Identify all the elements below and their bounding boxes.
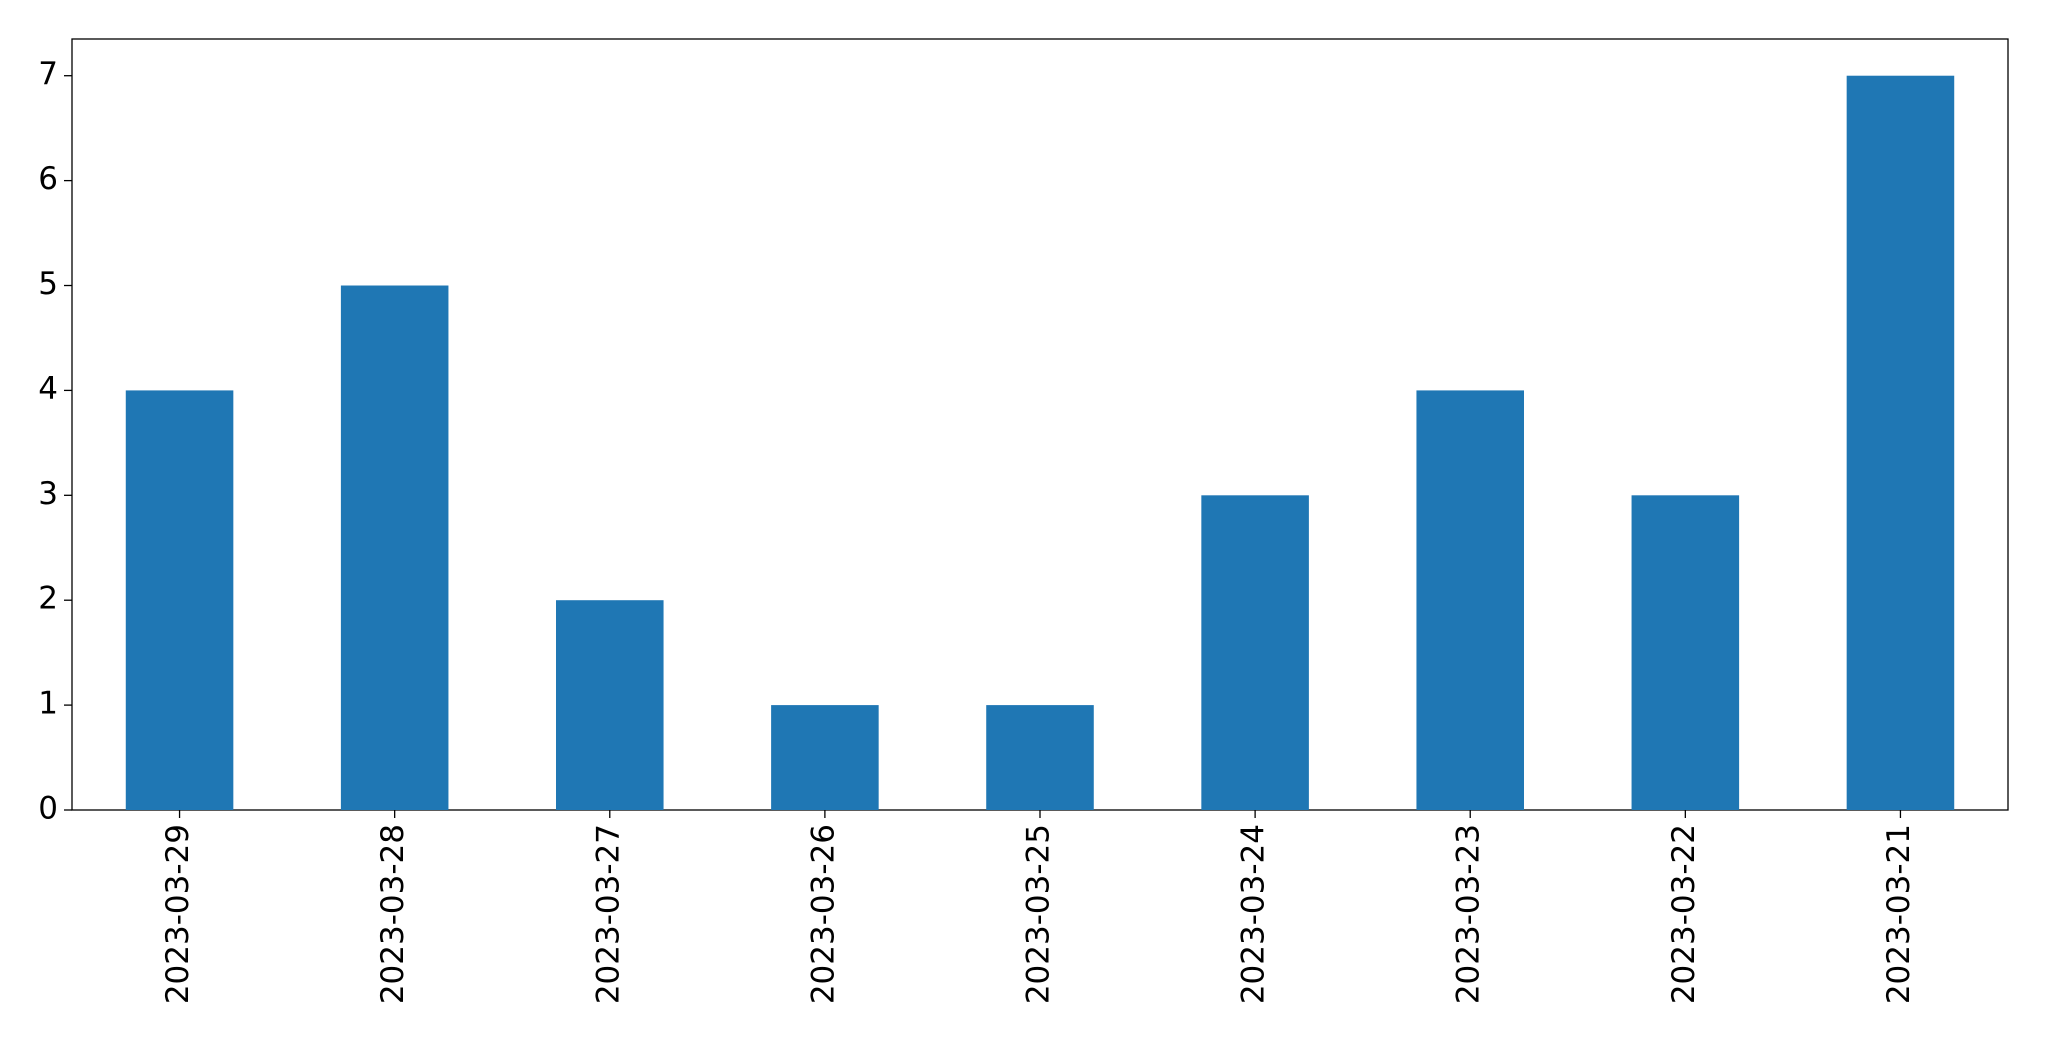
bar (556, 600, 664, 810)
y-tick-label: 6 (38, 161, 58, 197)
bar (1846, 75, 1955, 810)
x-tick-label: 2023-03-27 (590, 824, 626, 1004)
bar (340, 285, 449, 810)
y-tick-label: 5 (38, 266, 58, 302)
x-tick-label: 2023-03-21 (1881, 824, 1917, 1004)
x-tick-label: 2023-03-29 (160, 824, 196, 1004)
y-tick-label: 2 (38, 581, 58, 617)
bar (1631, 495, 1740, 810)
x-tick-label: 2023-03-22 (1666, 824, 1702, 1004)
y-tick-label: 1 (38, 686, 58, 722)
x-tick-label: 2023-03-24 (1236, 824, 1272, 1004)
x-tick-label: 2023-03-25 (1021, 824, 1057, 1004)
y-tick-label: 0 (38, 791, 58, 827)
bar (771, 705, 879, 810)
x-tick-label: 2023-03-28 (375, 824, 411, 1004)
bar (1201, 495, 1309, 810)
x-tick-label: 2023-03-26 (805, 824, 841, 1004)
bar (986, 705, 1094, 810)
bar (125, 390, 234, 810)
y-tick-label: 4 (38, 371, 58, 407)
x-tick-label: 2023-03-23 (1451, 824, 1487, 1004)
y-tick-label: 3 (38, 476, 58, 512)
bar (1416, 390, 1524, 810)
y-tick-label: 7 (38, 56, 58, 92)
